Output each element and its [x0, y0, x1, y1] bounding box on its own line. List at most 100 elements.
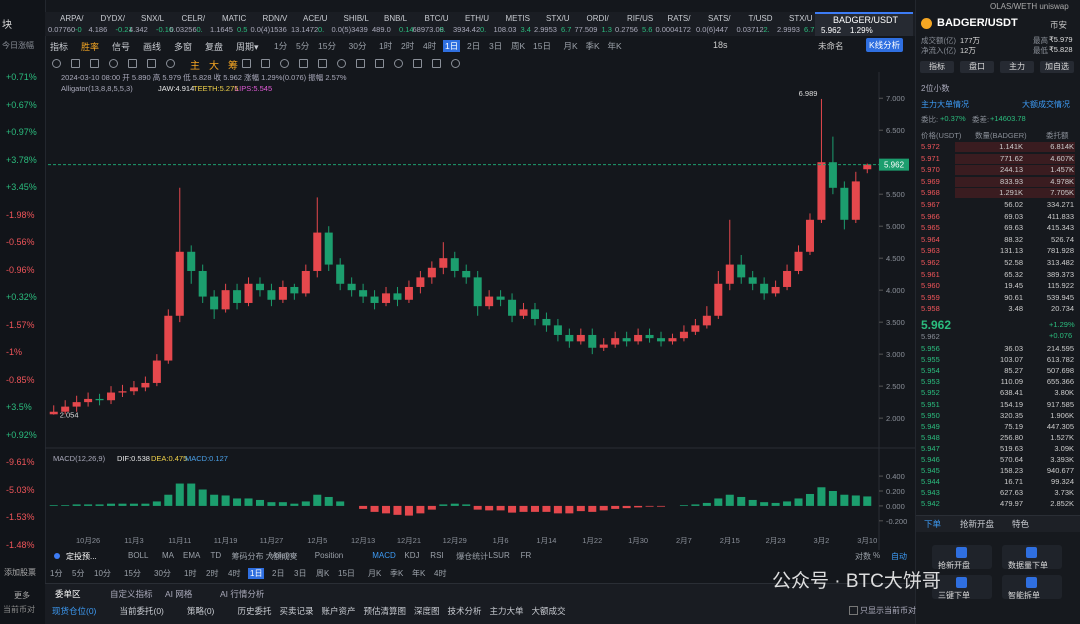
draw-tool[interactable] — [52, 59, 61, 68]
watch-change[interactable]: +3.78% — [6, 154, 37, 165]
trade-tab[interactable]: 特色 — [1012, 519, 1030, 529]
period-button[interactable]: 30分 — [348, 41, 367, 51]
sub-indicator[interactable]: KDJ — [404, 551, 420, 560]
order-tab[interactable]: 主力大单 — [489, 606, 524, 616]
ticker-symbol[interactable]: SATS/ — [708, 14, 731, 23]
mark-tool[interactable]: 大 — [209, 61, 219, 72]
ticker-price[interactable]: 77.509 — [574, 25, 598, 34]
period-button[interactable]: 4时 — [423, 41, 437, 51]
decimals[interactable]: 2位小数 — [921, 84, 950, 93]
order-tab[interactable]: 大额成交 — [531, 606, 566, 616]
period-button[interactable]: 月K — [563, 41, 578, 51]
ticker-symbol[interactable]: BNB/L — [384, 14, 408, 23]
watch-change[interactable]: -1.53% — [6, 512, 35, 522]
watch-change[interactable]: +0.97% — [6, 127, 37, 137]
bottom-period[interactable]: 15分 — [124, 569, 141, 578]
sub-indicator[interactable]: Position — [314, 551, 344, 560]
watch-change[interactable]: -1.98% — [6, 209, 35, 220]
panel-exchange[interactable]: 币安 — [1050, 20, 1068, 30]
bottom-period[interactable]: 5分 — [72, 569, 85, 578]
ticker-price[interactable]: 0.0(4)1536 — [250, 25, 287, 34]
bottom-period[interactable]: 周K — [316, 569, 330, 578]
panel-button[interactable]: 加自选 — [1040, 61, 1074, 73]
ticker-price[interactable]: 0.07760 — [48, 25, 76, 34]
sub-indicator[interactable]: MACD — [372, 551, 396, 560]
ticker-price[interactable]: 108.03 — [493, 25, 517, 34]
axis-option[interactable]: 对数 — [855, 552, 871, 561]
ticker-symbol[interactable]: MATIC — [222, 14, 247, 23]
sub-indicator[interactable]: Volume — [270, 551, 297, 560]
ticker-symbol[interactable]: BTC/U — [424, 14, 449, 23]
add-symbol[interactable]: 添加股票 — [4, 568, 36, 577]
bottom-period[interactable]: 10分 — [94, 569, 111, 578]
watch-change[interactable]: -5.03% — [6, 484, 35, 495]
ticker-symbol[interactable]: METIS — [505, 14, 530, 23]
bottom-period[interactable]: 4时 — [228, 569, 241, 578]
main-indicator[interactable]: MA — [162, 551, 174, 560]
bottom-period[interactable]: 1时 — [184, 569, 197, 578]
bottom-period[interactable]: 15日 — [338, 569, 355, 578]
draw-tool[interactable] — [261, 59, 270, 68]
bottom-tab[interactable]: 自定义指标 — [110, 589, 153, 599]
watch-change[interactable]: +0.32% — [6, 292, 37, 302]
bottom-period[interactable]: 月K — [368, 569, 382, 578]
ticker-symbol[interactable]: SNX/L — [141, 14, 165, 23]
panel-link[interactable]: 大额成交情况 — [1022, 100, 1070, 109]
bottom-tab[interactable]: AI 行情分析 — [220, 589, 265, 599]
watch-change[interactable]: -0.85% — [6, 374, 35, 385]
ticker-price[interactable]: 489.0 — [372, 25, 391, 34]
period-button[interactable]: 3日 — [489, 41, 503, 51]
ticker-symbol[interactable]: SHIB/L — [343, 14, 369, 23]
order-tab[interactable]: 现货仓位(0) — [52, 606, 97, 616]
watch-change[interactable]: -1.48% — [6, 539, 35, 550]
tool-button[interactable]: 信号 — [112, 42, 131, 52]
period-button[interactable]: 季K — [585, 41, 600, 51]
ticker-symbol[interactable]: RDN/V — [262, 14, 288, 23]
period-button[interactable]: 2日 — [467, 41, 481, 51]
period-button[interactable]: 15日 — [533, 41, 551, 51]
bottom-period[interactable]: 2日 — [272, 569, 285, 578]
draw-tool[interactable] — [166, 59, 175, 68]
axis-option[interactable]: 自动 — [891, 552, 907, 561]
ticker-symbol[interactable]: ACE/U — [303, 14, 328, 23]
order-tab[interactable]: 技术分析 — [447, 606, 482, 616]
tool-button[interactable]: 画线 — [143, 42, 162, 52]
tool-button[interactable]: 周期▾ — [236, 42, 259, 52]
draw-tool[interactable] — [432, 59, 441, 68]
tool-button[interactable]: 多窗 — [174, 42, 193, 52]
ticker-price[interactable]: 1.1645 — [210, 25, 233, 34]
draw-tool[interactable] — [356, 59, 365, 68]
bottom-period[interactable]: 4时 — [434, 569, 447, 578]
panel-button[interactable]: 指标 — [920, 61, 954, 73]
bottom-period[interactable]: 年K — [412, 569, 426, 578]
draw-tool[interactable] — [147, 59, 156, 68]
order-tab[interactable]: 账户资产 — [321, 606, 356, 616]
ticker-price[interactable]: 3934.42 — [453, 25, 481, 34]
panel-link[interactable]: 主力大单情况 — [921, 100, 969, 109]
current-pair[interactable]: 当前币对 — [3, 605, 35, 614]
ticker-symbol[interactable]: DYDX/ — [100, 14, 125, 23]
ticker-price[interactable]: 68973.08 — [412, 25, 444, 34]
order-tab[interactable]: 深度图 — [414, 606, 440, 616]
ticker-symbol[interactable]: RIF/US — [627, 14, 654, 23]
order-tab[interactable]: 买卖记录 — [279, 606, 314, 616]
tool-button[interactable]: 指标 — [50, 42, 69, 52]
panel-button[interactable]: 盘口 — [960, 61, 994, 73]
watch-change[interactable]: -0.96% — [6, 264, 35, 275]
ticker-symbol[interactable]: ARPA/ — [60, 14, 84, 23]
bottom-period[interactable]: 1分 — [50, 569, 63, 578]
bottom-period[interactable]: 季K — [390, 569, 404, 578]
tool-button[interactable]: 胜率 — [81, 42, 100, 52]
order-tab[interactable]: 历史委托 — [237, 606, 272, 616]
main-indicator[interactable]: 筹码分布 — [231, 552, 264, 561]
bottom-tab[interactable]: 委单区 — [55, 589, 81, 599]
watch-change[interactable]: +0.92% — [6, 429, 37, 440]
order-tab[interactable]: 当前委托(0) — [119, 606, 164, 616]
trade-tab[interactable]: 抢新开盘 — [960, 519, 995, 529]
bottom-period[interactable]: 2时 — [206, 569, 219, 578]
draw-tool[interactable] — [337, 59, 346, 68]
period-button[interactable]: 2时 — [401, 41, 415, 51]
watch-change[interactable]: +3.5% — [6, 402, 32, 412]
mark-tool[interactable]: 主 — [190, 61, 200, 72]
ticker-price[interactable]: 4.186 — [88, 25, 108, 34]
